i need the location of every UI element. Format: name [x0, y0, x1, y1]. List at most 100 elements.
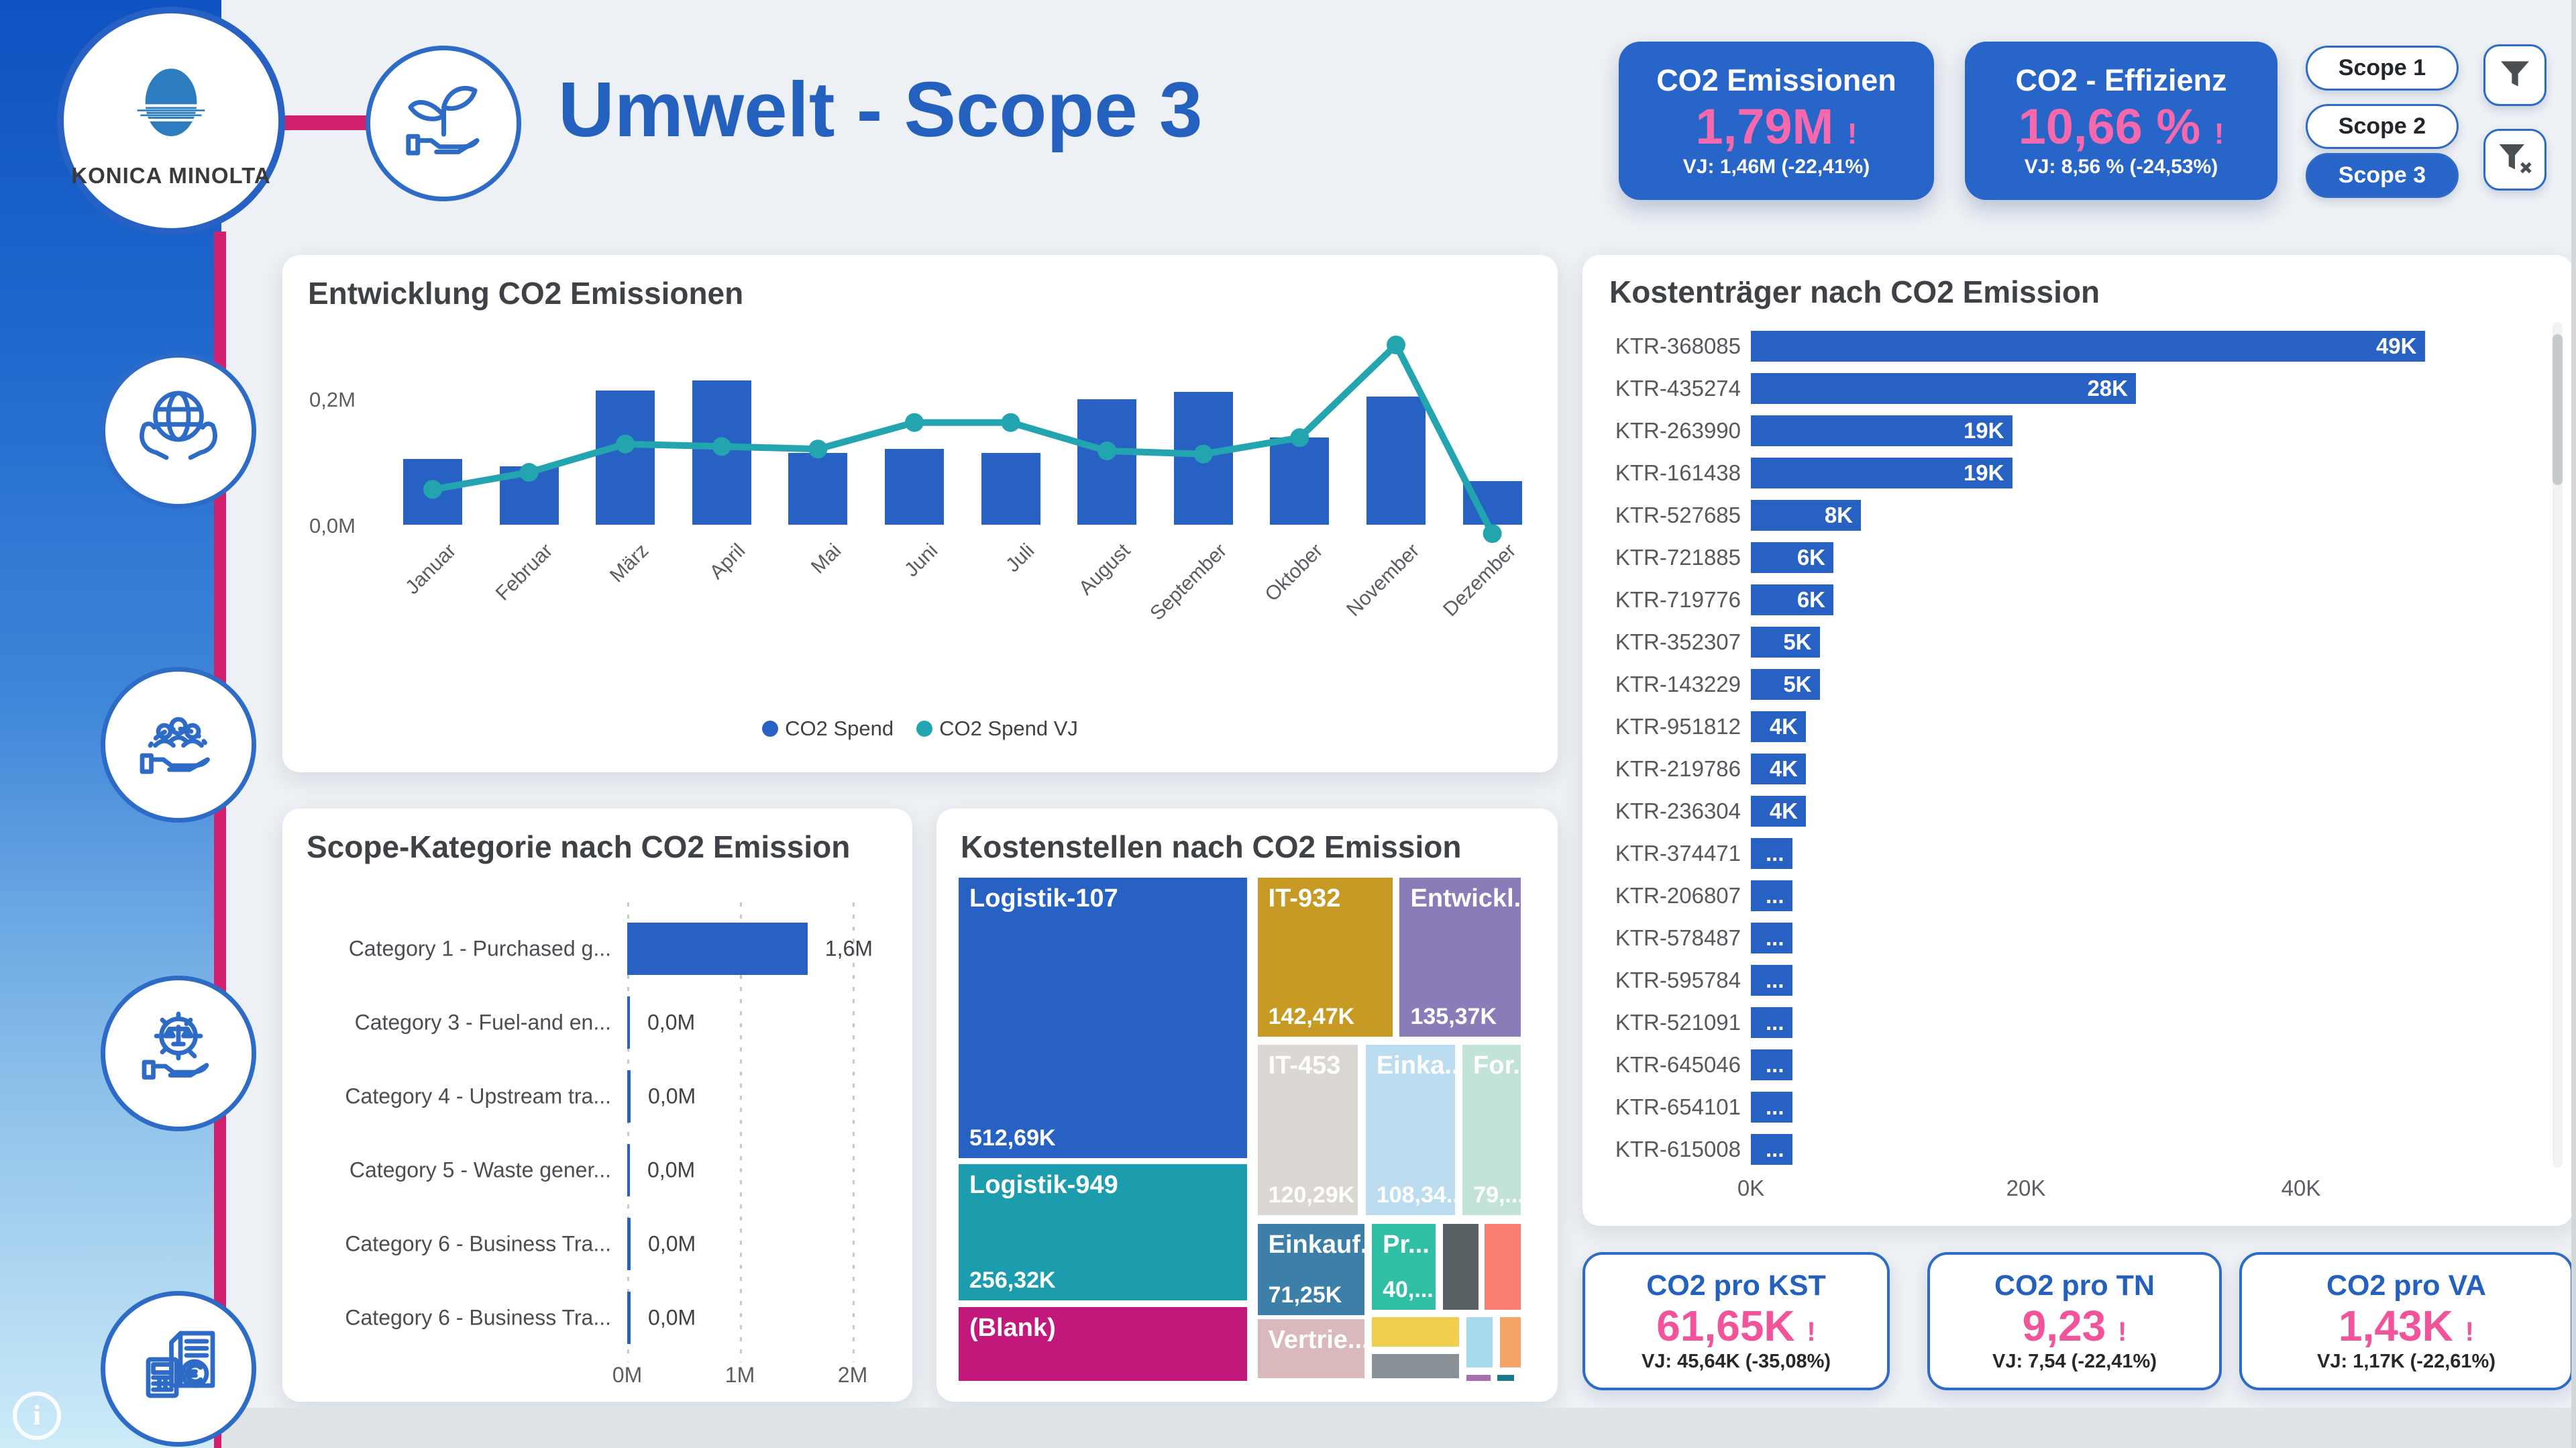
treemap-block[interactable]: [1495, 1372, 1516, 1383]
kpi-vj: VJ: 1,17K (-22,61%): [2317, 1350, 2496, 1372]
sidebar-item-governance[interactable]: [101, 976, 256, 1131]
line-point-September[interactable]: [1193, 444, 1213, 464]
bar-KTR-219786[interactable]: 4K: [1751, 753, 1806, 784]
bar-Juni[interactable]: [885, 449, 944, 525]
treemap: Logistik-107 512,69K Logistik-949 256,32K (B…: [957, 876, 1523, 1383]
bar-Category 4 - Upstream tra...[interactable]: [627, 1070, 631, 1123]
treemap-block[interactable]: [1464, 1315, 1495, 1370]
bar-KTR-435274[interactable]: 28K: [1751, 372, 2136, 404]
scope-1-button[interactable]: Scope 1: [2306, 46, 2459, 91]
bar-KTR-719776[interactable]: 6K: [1751, 584, 1833, 615]
sidebar-item-environment[interactable]: [101, 353, 256, 509]
line-point-Dezember[interactable]: [1483, 524, 1502, 544]
bar-KTR-161438[interactable]: 19K: [1751, 457, 2012, 488]
bar-Juli[interactable]: [981, 452, 1040, 525]
treemap-label: Einkauf...: [1268, 1230, 1364, 1259]
clear-filter-icon: [2496, 140, 2534, 180]
scrollbar-thumb[interactable]: [2553, 334, 2563, 485]
bar-KTR-368085[interactable]: 49K: [1751, 330, 2425, 362]
scope-3-button[interactable]: Scope 3: [2306, 153, 2459, 198]
kpi-vj: VJ: 7,54 (-22,41%): [1992, 1350, 2157, 1372]
bar-KTR-527685[interactable]: 8K: [1751, 499, 1861, 531]
line-point-Juni[interactable]: [905, 413, 924, 432]
bar-März[interactable]: [596, 390, 655, 525]
treemap-block-logistik-949[interactable]: Logistik-949 256,32K: [957, 1162, 1250, 1302]
x-tick-40K: 40K: [2281, 1176, 2321, 1200]
bar-KTR-615008[interactable]: ...: [1751, 1133, 1792, 1165]
table-row: KTR-206807...: [1607, 874, 2546, 917]
treemap-block[interactable]: [1483, 1221, 1523, 1312]
konica-minolta-logo: KONICA MINOLTA: [57, 7, 285, 235]
treemap-block[interactable]: [1497, 1315, 1523, 1370]
bar-KTR-654101[interactable]: ...: [1751, 1091, 1792, 1123]
bar-KTR-206807[interactable]: ...: [1751, 880, 1792, 911]
bar-Category 6 - Business Tra...[interactable]: [627, 1292, 631, 1344]
table-row: KTR-352307 5K: [1607, 621, 2546, 663]
info-icon[interactable]: i: [13, 1392, 61, 1440]
treemap-block[interactable]: [1370, 1351, 1461, 1381]
line-point-Juli[interactable]: [1001, 413, 1020, 432]
bar-KTR-645046[interactable]: ...: [1751, 1049, 1792, 1080]
treemap-block-vertrie-[interactable]: Vertrie...: [1255, 1317, 1367, 1381]
combo-chart-plot: Januar Februar März April Mai Juni Juli August S…: [396, 322, 1537, 625]
bar-Category 1 - Purchased g...[interactable]: [627, 923, 808, 975]
legend-dot: [916, 721, 933, 737]
x-tick-1M: 1M: [724, 1363, 755, 1387]
x-tick-November: November: [1342, 539, 1424, 621]
bar-KTR-236304[interactable]: 4K: [1751, 795, 1806, 827]
clear-filter-button[interactable]: [2483, 129, 2546, 191]
treemap-block-einka-[interactable]: Einka... 108,34...: [1363, 1043, 1458, 1217]
bar-Category 3 - Fuel-and en...[interactable]: [627, 996, 630, 1049]
scope-2-button[interactable]: Scope 2: [2306, 104, 2459, 149]
bar-KTR-263990[interactable]: 19K: [1751, 415, 2012, 446]
treemap-block[interactable]: [1440, 1221, 1481, 1312]
treemap-label: Einka...: [1376, 1051, 1458, 1080]
treemap-block[interactable]: [1370, 1315, 1461, 1349]
line-point-Mai[interactable]: [808, 439, 828, 459]
treemap-block-einkauf-[interactable]: Einkauf... 71,25K: [1255, 1221, 1367, 1318]
line-point-Februar[interactable]: [519, 463, 539, 482]
line-point-Januar[interactable]: [423, 480, 442, 499]
bar-KTR-352307[interactable]: 5K: [1751, 626, 1820, 658]
y-tick-00m: 0,0M: [309, 514, 356, 537]
line-point-April[interactable]: [712, 437, 731, 456]
category-label: KTR-236304: [1615, 798, 1741, 823]
sidebar-item-social[interactable]: [101, 667, 256, 823]
bar-KTR-595784[interactable]: ...: [1751, 964, 1792, 996]
brand-text: KONICA MINOLTA: [71, 162, 271, 188]
bar-KTR-521091[interactable]: ...: [1751, 1006, 1792, 1038]
category-label: KTR-263990: [1615, 417, 1741, 443]
sidebar-item-finance[interactable]: [101, 1291, 256, 1447]
bar-Category 6 - Business Tra...[interactable]: [627, 1218, 631, 1270]
x-tick-April: April: [705, 539, 750, 584]
bar-KTR-578487[interactable]: ...: [1751, 922, 1792, 953]
filter-button[interactable]: [2483, 44, 2546, 106]
bar-KTR-951812[interactable]: 4K: [1751, 711, 1806, 742]
treemap-block-for-[interactable]: For... 79,...: [1460, 1043, 1523, 1217]
treemap-block--blank-[interactable]: (Blank): [957, 1304, 1250, 1383]
treemap-block-it-932[interactable]: IT-932 142,47K: [1255, 876, 1395, 1039]
bar-Oktober[interactable]: [1270, 437, 1330, 525]
scrollbar-track[interactable]: [2553, 322, 2563, 1168]
treemap-block[interactable]: [1464, 1372, 1493, 1383]
bar-KTR-374471[interactable]: ...: [1751, 837, 1792, 869]
bar-November[interactable]: [1366, 397, 1426, 525]
treemap-block-entwickl-[interactable]: Entwickl... 135,37K: [1397, 876, 1523, 1039]
bar-August[interactable]: [1077, 399, 1137, 525]
bar-Mai[interactable]: [788, 452, 848, 525]
kpi-title: CO2 Emissionen: [1656, 63, 1896, 97]
bar-KTR-143229[interactable]: 5K: [1751, 668, 1820, 700]
treemap-block-logistik-107[interactable]: Logistik-107 512,69K: [957, 876, 1250, 1161]
treemap-block-it-453[interactable]: IT-453 120,29K: [1255, 1043, 1360, 1217]
line-point-Oktober[interactable]: [1290, 428, 1309, 448]
scales-gear-hand-icon: [128, 1002, 229, 1106]
x-tick-2M: 2M: [837, 1363, 868, 1387]
line-point-März[interactable]: [616, 434, 635, 454]
treemap-block-pr-[interactable]: Pr... 40,...: [1370, 1221, 1438, 1312]
panel-title: Kostenstellen nach CO2 Emission: [961, 829, 1462, 864]
bar-KTR-721885[interactable]: 6K: [1751, 541, 1833, 573]
line-point-August[interactable]: [1097, 442, 1117, 460]
bar-value-label: 0,0M: [647, 1157, 696, 1182]
bar-Category 5 - Waste gener...[interactable]: [627, 1144, 630, 1196]
line-point-November[interactable]: [1387, 335, 1405, 355]
